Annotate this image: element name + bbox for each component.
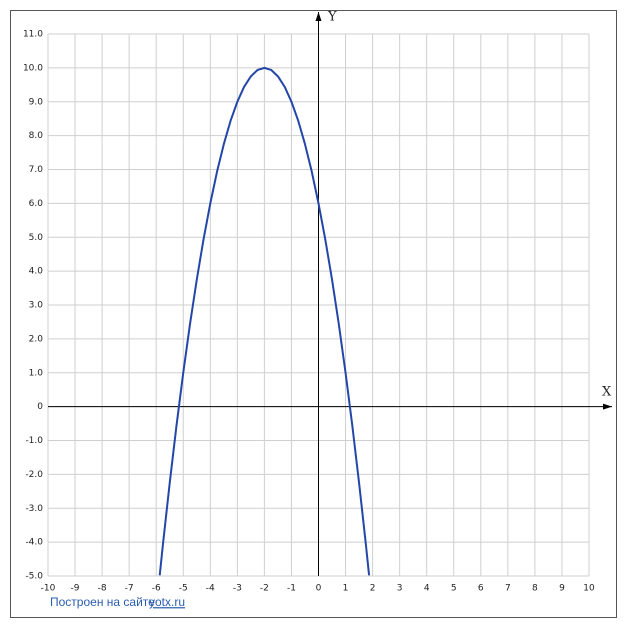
curve bbox=[158, 66, 371, 576]
frame bbox=[10, 10, 617, 618]
y-tick-label: 11.0 bbox=[23, 30, 43, 40]
y-tick-label: 7.0 bbox=[29, 165, 44, 175]
y-tick-label: 3.0 bbox=[29, 301, 44, 311]
y-tick-label: 10.0 bbox=[23, 63, 43, 73]
x-tick-label: 8 bbox=[532, 584, 538, 594]
y-tick-label: 9.0 bbox=[29, 97, 44, 107]
x-tick-label: -10 bbox=[41, 584, 56, 594]
plot bbox=[158, 66, 371, 576]
y-tick-label: 6.0 bbox=[29, 199, 44, 209]
y-tick-label: 0 bbox=[37, 402, 43, 412]
y-tick-label: 2.0 bbox=[29, 334, 44, 344]
x-tick-label: 0 bbox=[316, 584, 322, 594]
y-tick-label: -1.0 bbox=[25, 436, 43, 446]
x-tick-label: 4 bbox=[424, 584, 430, 594]
x-tick-label: -1 bbox=[287, 584, 296, 594]
source-link[interactable]: yotx.ru bbox=[149, 595, 185, 609]
x-tick-label: -3 bbox=[233, 584, 242, 594]
y-axis-arrow bbox=[315, 12, 322, 21]
y-tick-label: 4.0 bbox=[29, 267, 44, 277]
x-tick-label: 9 bbox=[559, 584, 565, 594]
y-tick-label: -3.0 bbox=[25, 504, 43, 514]
x-tick-label: -2 bbox=[260, 584, 269, 594]
x-tick-label: -6 bbox=[152, 584, 161, 594]
x-tick-label: -7 bbox=[125, 584, 134, 594]
y-tick-label: 5.0 bbox=[29, 233, 44, 243]
y-tick-label: 8.0 bbox=[29, 131, 44, 141]
x-tick-label: 10 bbox=[583, 584, 595, 594]
x-tick-label: -5 bbox=[179, 584, 188, 594]
x-tick-label: 3 bbox=[397, 584, 403, 594]
x-axis-arrow bbox=[603, 403, 612, 410]
x-tick-label: 6 bbox=[478, 584, 484, 594]
y-tick-label: -2.0 bbox=[25, 470, 43, 480]
source-text: Построен на сайте bbox=[50, 595, 155, 609]
axes: -10 -9 -8 -7 -6 -5 -4 -3 -2 -1 0 1 2 3 4 5 6 7 8 9 10-5.0-4.… bbox=[23, 12, 612, 594]
x-tick-label: 1 bbox=[343, 584, 349, 594]
x-axis-label: X bbox=[602, 385, 612, 400]
y-tick-label: -4.0 bbox=[25, 538, 43, 548]
y-tick-label: 1.0 bbox=[29, 368, 44, 378]
y-tick-label: -5.0 bbox=[25, 572, 43, 582]
x-tick-label: 7 bbox=[505, 584, 511, 594]
x-tick-label: -9 bbox=[71, 584, 80, 594]
x-tick-label: -8 bbox=[98, 584, 107, 594]
y-axis-label: Y bbox=[327, 10, 337, 25]
x-tick-label: -4 bbox=[206, 584, 215, 594]
x-tick-label: 2 bbox=[370, 584, 376, 594]
x-tick-label: 5 bbox=[451, 584, 457, 594]
